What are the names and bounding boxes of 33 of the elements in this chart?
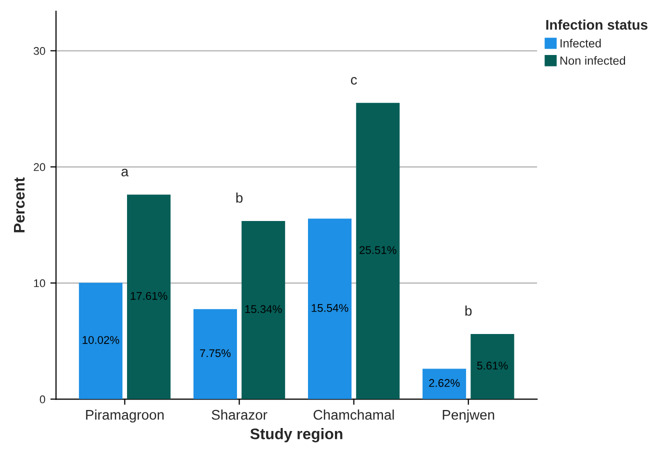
data-label: 5.61%: [477, 362, 508, 370]
x-tick-label: Piramagroon: [86, 410, 164, 422]
annotation: a: [121, 168, 129, 176]
x-tick-label: Chamchamal: [314, 410, 394, 420]
bar: [356, 102, 400, 400]
legend-label: Infected: [560, 38, 601, 48]
x-tick-label: Sharazor: [212, 410, 268, 420]
y-tick-label: 20: [34, 163, 46, 172]
bar: [308, 218, 352, 400]
data-label: 25.51%: [360, 246, 396, 254]
data-label: 17.61%: [130, 292, 168, 300]
annotation: c: [350, 77, 357, 85]
y-axis-title: Percent: [14, 177, 25, 232]
data-label: 15.54%: [312, 304, 348, 312]
annotation: b: [465, 306, 472, 316]
data-label: 7.75%: [200, 349, 231, 358]
data-label: 10.02%: [82, 336, 120, 344]
annotation: b: [236, 192, 243, 203]
x-tick-label: Penjwen: [442, 410, 494, 422]
bar: [127, 194, 171, 400]
y-tick-label: 0: [40, 395, 46, 404]
bar: [193, 309, 237, 400]
bar: [78, 282, 122, 400]
bar: [470, 334, 514, 400]
x-axis-title: Study region: [250, 428, 342, 442]
data-label: 15.34%: [245, 305, 282, 314]
y-tick-label: 30: [34, 47, 46, 55]
legend-label: Non infected: [560, 56, 626, 65]
bar: [422, 368, 466, 400]
data-label: 2.62%: [429, 379, 460, 387]
y-tick-label: 10: [34, 279, 46, 288]
legend-title: Infection status: [546, 20, 648, 30]
bar: [242, 221, 286, 400]
